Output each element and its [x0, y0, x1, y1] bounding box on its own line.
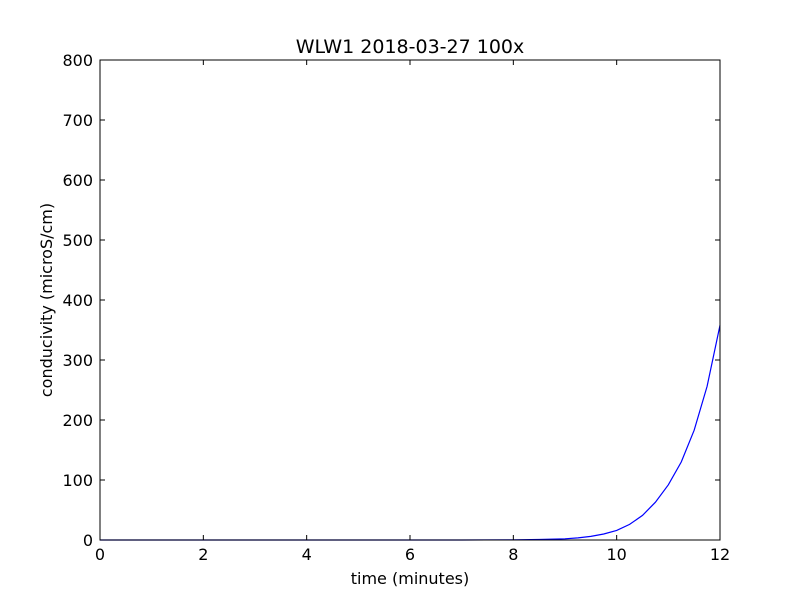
y-tick-label: 100 — [62, 471, 93, 490]
y-tick-label: 300 — [62, 351, 93, 370]
y-tick-label: 700 — [62, 111, 93, 130]
series-line-0 — [100, 325, 721, 541]
x-tick-label: 6 — [405, 545, 415, 564]
x-tick-label: 2 — [198, 545, 208, 564]
plot-frame — [99, 59, 721, 541]
y-tick-label: 0 — [83, 531, 93, 550]
y-tick-label: 400 — [62, 291, 93, 310]
chart-title: WLW1 2018-03-27 100x — [296, 36, 525, 58]
y-tick-label: 600 — [62, 171, 93, 190]
y-tick-label: 500 — [62, 231, 93, 250]
x-tick-label: 12 — [710, 545, 730, 564]
x-tick-label: 10 — [606, 545, 626, 564]
x-tick-label: 0 — [95, 545, 105, 564]
plot-area: 0 2 4 6 8 10 12 0 100 200 300 400 500 600 700 800 — [62, 51, 730, 564]
y-axis-label: conducivity (microS/cm) — [37, 203, 56, 397]
y-tick-label: 200 — [62, 411, 93, 430]
x-tick-label: 8 — [508, 545, 518, 564]
x-axis-label: time (minutes) — [351, 569, 469, 588]
x-tick-label: 4 — [302, 545, 312, 564]
y-tick-label: 800 — [62, 51, 93, 70]
